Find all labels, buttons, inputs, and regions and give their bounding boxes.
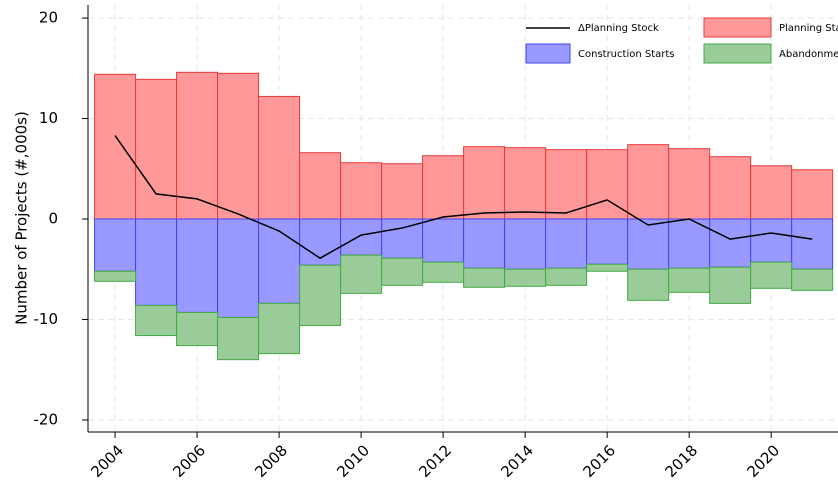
bar: [709, 266, 752, 304]
bar: [217, 218, 260, 318]
bar: [422, 218, 465, 263]
legend-swatch: [703, 43, 772, 64]
bar: [258, 302, 301, 355]
bar: [791, 268, 834, 291]
bar: [504, 218, 547, 270]
legend-label: Planning Starts: [779, 23, 838, 34]
y-tick-label: -10: [34, 310, 59, 328]
y-tick-label: 20: [39, 9, 58, 27]
bar: [135, 218, 178, 306]
bar: [463, 218, 506, 269]
bar: [381, 257, 424, 286]
bar: [750, 261, 793, 289]
line: [114, 135, 813, 260]
bar: [422, 261, 465, 283]
bar: [627, 268, 670, 301]
bar: [627, 218, 670, 270]
x-tick-label: 2008: [251, 441, 291, 481]
bar: [340, 162, 383, 220]
bar: [463, 267, 506, 288]
y-tick-label: 0: [48, 210, 58, 228]
bar: [258, 95, 301, 220]
legend-label: ΔPlanning Stock: [578, 23, 659, 34]
y-tick-label: 10: [39, 109, 58, 127]
bar: [135, 78, 178, 220]
bar: [299, 264, 342, 327]
bar: [381, 218, 424, 259]
bar: [176, 71, 219, 220]
bar: [709, 156, 752, 220]
bar: [750, 165, 793, 220]
x-tick-label: 2020: [743, 441, 783, 481]
bar: [545, 267, 588, 286]
bar: [709, 218, 752, 268]
bar: [586, 263, 629, 272]
bar: [381, 163, 424, 220]
bar: [545, 218, 588, 269]
bar: [217, 72, 260, 220]
bar: [586, 218, 629, 265]
x-tick-label: 2018: [661, 441, 701, 481]
x-tick-label: 2014: [497, 441, 537, 481]
x-tick-label: 2006: [169, 441, 209, 481]
y-axis-label: Number of Projects (#,000s): [13, 111, 31, 325]
bar: [791, 169, 834, 220]
bar: [176, 218, 219, 313]
bar: [750, 218, 793, 263]
legend-swatch: [703, 17, 772, 38]
legend-swatch: [525, 43, 571, 64]
bar: [463, 146, 506, 220]
bar: [340, 254, 383, 294]
bar: [668, 267, 711, 293]
x-tick-label: 2010: [333, 441, 373, 481]
x-tick-label: 2016: [579, 441, 619, 481]
legend-label: Construction Starts: [578, 49, 675, 60]
bar: [217, 316, 260, 361]
bar: [504, 268, 547, 287]
bar: [791, 218, 834, 270]
bar: [299, 152, 342, 220]
bar: [94, 270, 137, 282]
x-tick-label: 2004: [87, 441, 127, 481]
bar: [94, 73, 137, 220]
bar: [340, 218, 383, 256]
bar: [504, 147, 547, 220]
bar: [176, 311, 219, 347]
x-tick-label: 2012: [415, 441, 455, 481]
legend-label: Abandonments: [779, 49, 838, 60]
bar: [627, 144, 670, 220]
bar: [422, 155, 465, 220]
bar: [135, 304, 178, 337]
y-tick-label: -20: [34, 410, 59, 428]
bar: [94, 218, 137, 272]
bar: [668, 148, 711, 220]
